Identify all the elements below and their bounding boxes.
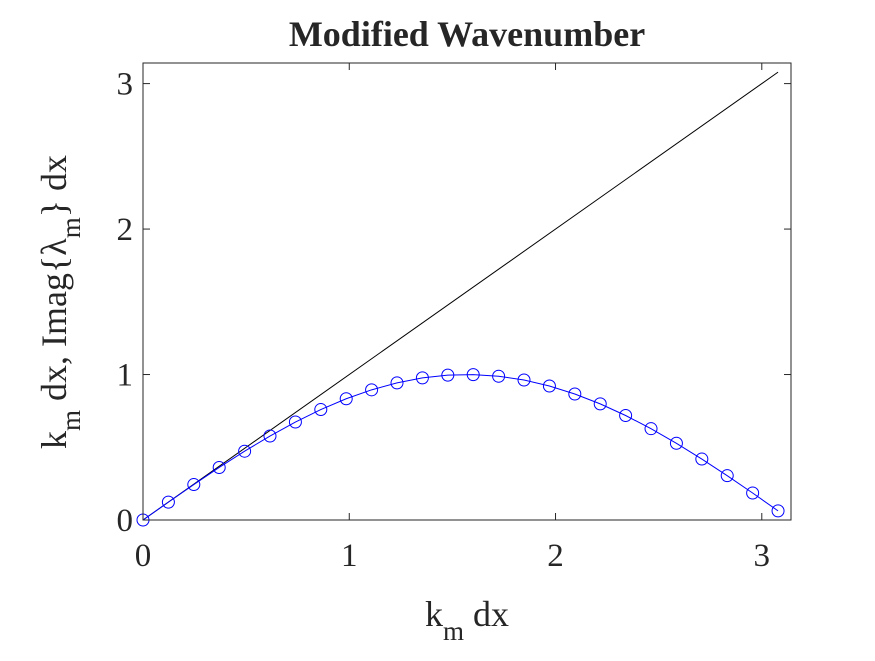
data-point-marker xyxy=(161,495,175,509)
data-point-marker xyxy=(314,403,328,417)
y-axis-label-sub1: m xyxy=(56,410,86,431)
data-point-marker xyxy=(238,444,252,458)
x-axis-label-main: k xyxy=(425,594,443,634)
x-tick-label: 0 xyxy=(135,538,152,574)
data-point-marker xyxy=(441,368,455,382)
y-axis-label-lambda-symbol: λ xyxy=(34,238,74,256)
data-point-marker xyxy=(390,376,404,390)
data-point-marker xyxy=(669,436,683,450)
data-point-marker xyxy=(263,429,277,443)
data-point-marker xyxy=(542,379,556,393)
data-point-marker xyxy=(644,422,658,436)
y-tick-label: 1 xyxy=(117,358,134,394)
chart-title: Modified Wavenumber xyxy=(289,14,645,54)
x-tick-label: 3 xyxy=(754,538,771,574)
data-point-marker xyxy=(517,373,531,387)
y-axis-label: km dx, Imag{λm} dx xyxy=(34,155,86,449)
data-point-marker xyxy=(695,452,709,466)
x-tick-label: 1 xyxy=(341,538,358,574)
data-point-marker xyxy=(492,369,506,383)
data-point-marker xyxy=(568,387,582,401)
y-tick-label: 2 xyxy=(117,212,134,248)
data-point-marker xyxy=(288,415,302,429)
ticks-layer: 0 1 2 3 0 1 2 3 xyxy=(117,63,791,574)
series-layer xyxy=(136,71,785,527)
x-axis-label-rest: dx xyxy=(464,594,509,634)
data-point-marker xyxy=(339,392,353,406)
x-tick-label: 2 xyxy=(547,538,564,574)
exact-wavenumber-line xyxy=(142,71,779,521)
data-point-marker xyxy=(365,383,379,397)
data-point-marker xyxy=(746,486,760,500)
data-point-marker xyxy=(212,460,226,474)
data-point-marker xyxy=(187,478,201,492)
data-point-marker xyxy=(720,469,734,483)
x-axis-label: km dx xyxy=(425,594,509,646)
data-point-marker xyxy=(619,409,633,423)
y-axis-label-sub2: m xyxy=(56,217,86,238)
y-axis-label-part1: k xyxy=(34,431,74,449)
data-point-marker xyxy=(593,397,607,411)
data-point-marker xyxy=(415,371,429,385)
data-point-marker xyxy=(466,368,480,382)
y-tick-label: 0 xyxy=(117,503,134,539)
y-axis-label-part2: dx, Imag{ xyxy=(34,256,74,410)
data-point-marker xyxy=(771,504,785,518)
x-axis-label-subscript: m xyxy=(443,616,464,646)
modified-wavenumber-line xyxy=(142,374,779,521)
y-tick-label: 3 xyxy=(117,67,134,103)
y-axis-label-part3: } dx xyxy=(34,155,74,217)
